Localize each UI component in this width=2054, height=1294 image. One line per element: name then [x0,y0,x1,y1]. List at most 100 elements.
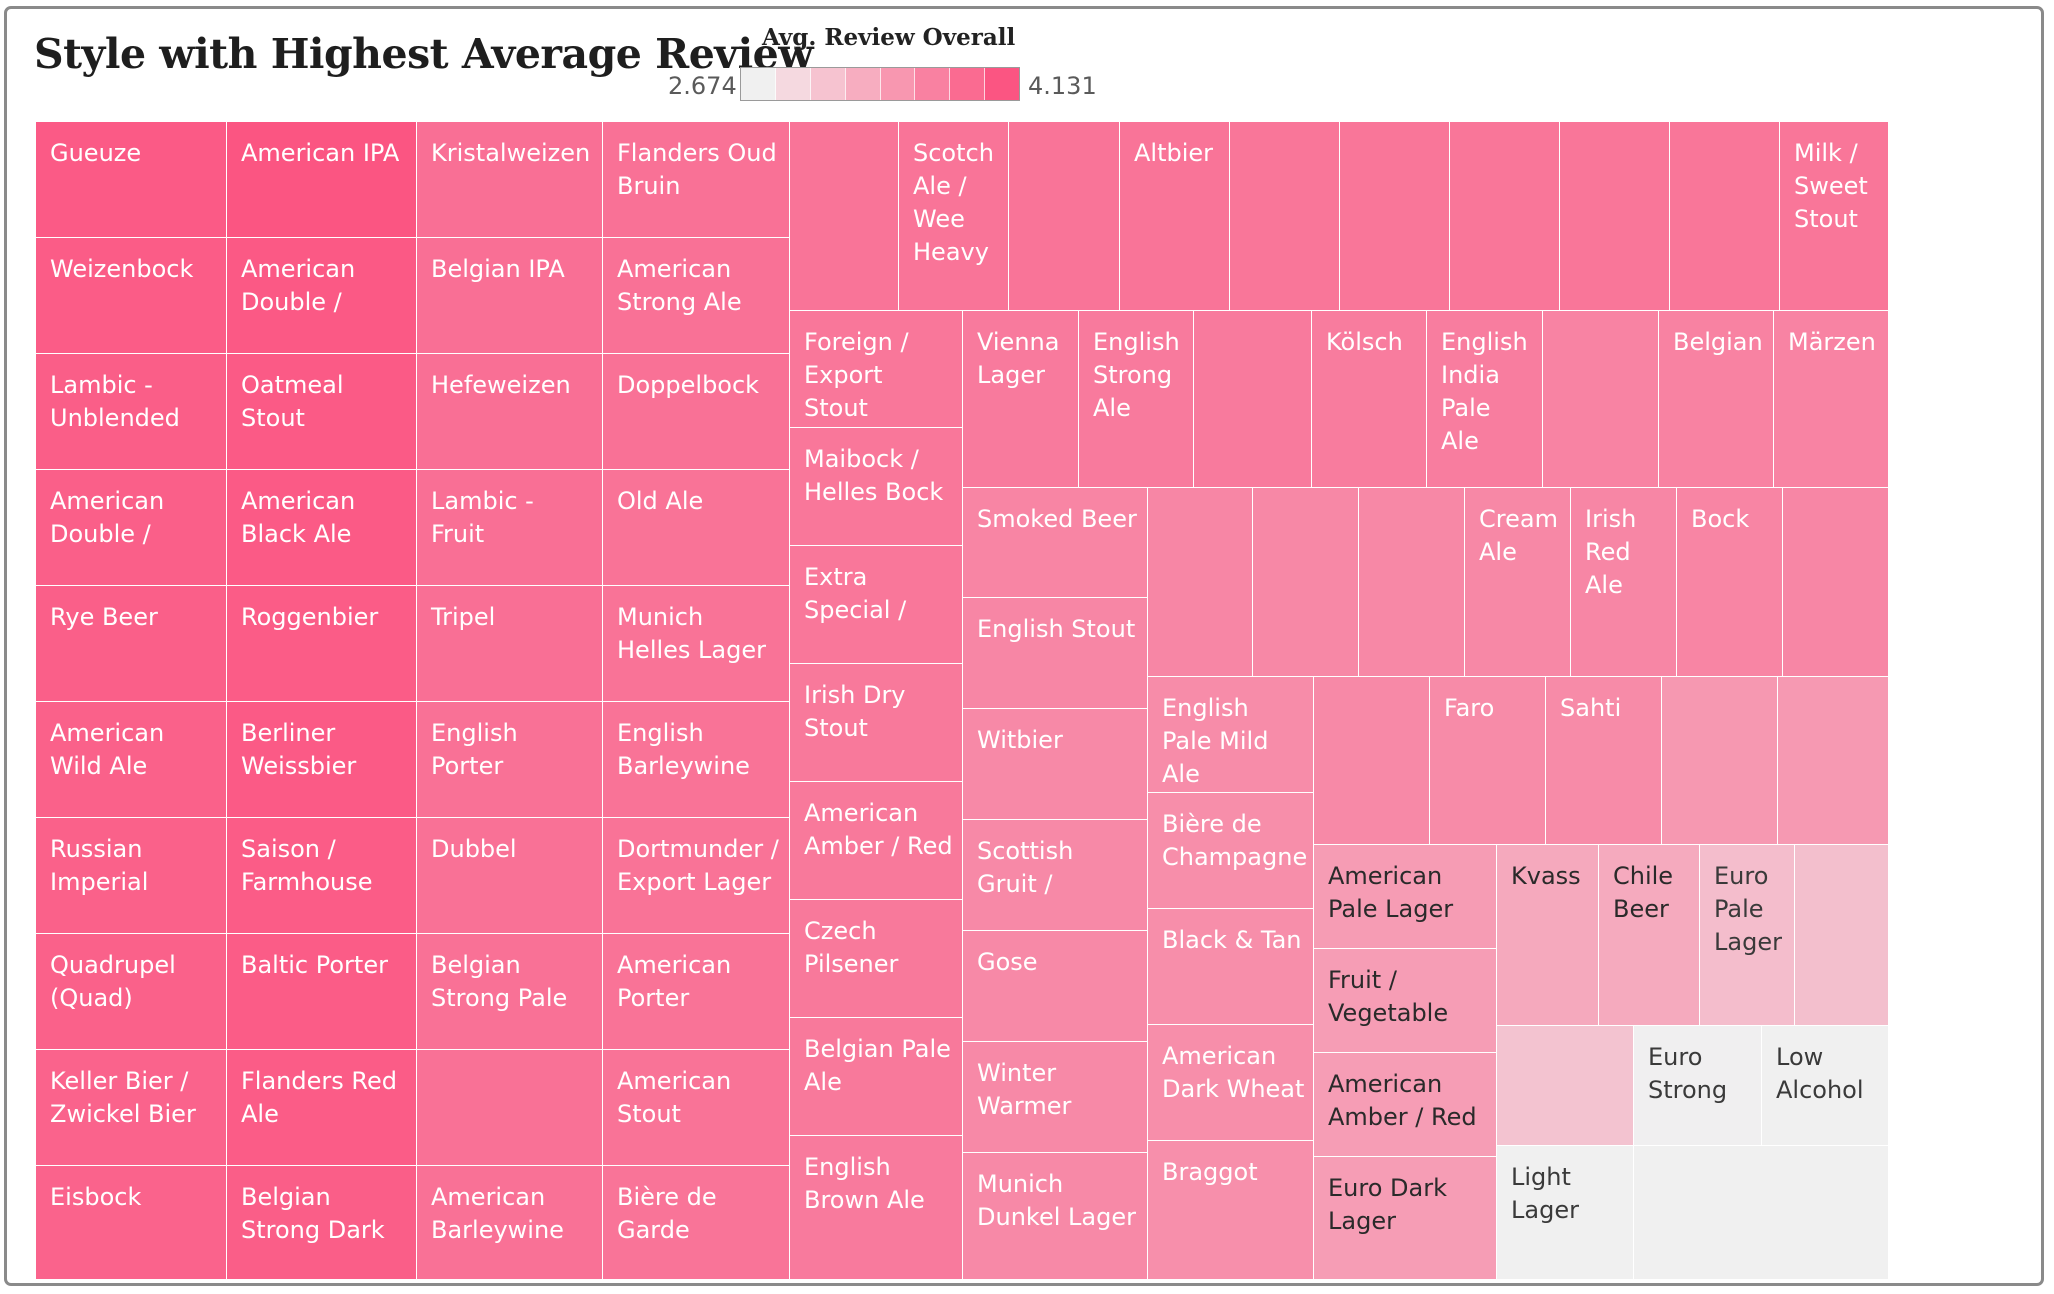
treemap-cell[interactable]: Euro Dark Lager [1314,1157,1497,1280]
treemap-cell[interactable]: English Strong Ale [1079,311,1194,488]
treemap-cell[interactable]: English India Pale Ale [1427,311,1543,488]
treemap-cell[interactable] [1009,122,1120,311]
treemap-cell[interactable]: Scotch Ale / Wee Heavy [899,122,1009,311]
treemap-cell[interactable]: Irish Dry Stout [790,664,963,782]
treemap-cell[interactable]: Light Lager [1497,1146,1634,1280]
treemap-cell[interactable]: Bière de Champagne [1148,793,1314,909]
treemap-cell[interactable]: Kölsch [1312,311,1427,488]
treemap-cell[interactable]: Munich Helles Lager [603,586,790,702]
treemap-cell[interactable]: Hefeweizen [417,354,603,470]
treemap-cell[interactable]: American Amber / Red [790,782,963,900]
treemap-cell[interactable]: Euro Strong [1634,1026,1762,1146]
treemap-cell[interactable]: Black & Tan [1148,909,1314,1025]
treemap-cell[interactable]: Dubbel [417,818,603,934]
treemap-cell[interactable]: American IPA [227,122,417,238]
treemap-cell[interactable]: Keller Bier / Zwickel Bier [36,1050,227,1166]
treemap-cell[interactable] [1253,488,1359,677]
treemap-cell[interactable] [1314,677,1430,845]
treemap-cell[interactable]: Märzen [1774,311,1889,488]
treemap-cell[interactable]: Scottish Gruit / [963,820,1148,931]
treemap-cell[interactable]: Bock [1677,488,1783,677]
treemap-cell[interactable]: American Barleywine [417,1166,603,1280]
treemap-cell[interactable]: Euro Pale Lager [1700,845,1795,1026]
treemap-cell[interactable]: English Stout [963,598,1148,709]
treemap-cell[interactable] [1230,122,1340,311]
treemap-cell[interactable] [1194,311,1312,488]
treemap-cell[interactable]: Roggenbier [227,586,417,702]
treemap-cell[interactable]: Winter Warmer [963,1042,1148,1153]
treemap-cell[interactable]: English Barleywine [603,702,790,818]
treemap-cell[interactable] [1148,488,1253,677]
treemap-cell[interactable]: Belgian IPA [417,238,603,354]
treemap-cell[interactable]: Smoked Beer [963,488,1148,598]
treemap-cell[interactable] [1560,122,1670,311]
treemap-cell[interactable]: Bière de Garde [603,1166,790,1280]
treemap-cell[interactable]: American Amber / Red [1314,1053,1497,1157]
treemap-cell[interactable] [1662,677,1778,845]
treemap-cell[interactable]: Low Alcohol [1762,1026,1889,1146]
treemap-cell[interactable]: Baltic Porter [227,934,417,1050]
treemap-cell[interactable]: Kristalweizen [417,122,603,238]
treemap-cell[interactable]: Sahti [1546,677,1662,845]
treemap-cell[interactable] [1359,488,1465,677]
treemap-cell[interactable]: Eisbock [36,1166,227,1280]
treemap-cell[interactable]: Tripel [417,586,603,702]
treemap-cell[interactable] [1670,122,1780,311]
treemap-cell[interactable] [790,122,899,311]
treemap-cell[interactable] [417,1050,603,1166]
treemap-cell[interactable]: Milk / Sweet Stout [1780,122,1889,311]
treemap-cell[interactable]: English Porter [417,702,603,818]
treemap-cell[interactable]: Berliner Weissbier [227,702,417,818]
treemap-cell[interactable]: American Wild Ale [36,702,227,818]
treemap-cell[interactable] [1795,845,1889,1026]
treemap-cell[interactable]: Lambic - Unblended [36,354,227,470]
treemap-cell[interactable]: Quadrupel (Quad) [36,934,227,1050]
treemap-cell[interactable]: Chile Beer [1599,845,1700,1026]
treemap-cell[interactable]: Belgian Pale Ale [790,1018,963,1136]
treemap-cell[interactable]: American Double / [36,470,227,586]
treemap-cell[interactable]: Flanders Red Ale [227,1050,417,1166]
treemap-cell[interactable]: Saison / Farmhouse [227,818,417,934]
treemap-cell[interactable] [1783,488,1889,677]
treemap-cell[interactable]: Old Ale [603,470,790,586]
treemap-cell[interactable]: Altbier [1120,122,1230,311]
treemap-cell[interactable]: Kvass [1497,845,1599,1026]
treemap-cell[interactable]: American Porter [603,934,790,1050]
treemap-cell[interactable] [1340,122,1450,311]
treemap-cell[interactable]: Belgian Strong Dark [227,1166,417,1280]
treemap-cell[interactable]: Rye Beer [36,586,227,702]
treemap-cell[interactable]: Weizenbock [36,238,227,354]
treemap-cell[interactable]: English Pale Mild Ale [1148,677,1314,793]
treemap-cell[interactable]: Faro [1430,677,1546,845]
treemap-cell[interactable]: Gose [963,931,1148,1042]
treemap-cell[interactable]: Flanders Oud Bruin [603,122,790,238]
treemap-cell[interactable]: Czech Pilsener [790,900,963,1018]
treemap-cell[interactable]: Extra Special / [790,546,963,664]
treemap-cell[interactable] [1497,1026,1634,1146]
treemap-cell[interactable]: Gueuze [36,122,227,238]
treemap-cell[interactable] [1778,677,1889,845]
treemap-cell[interactable]: Lambic - Fruit [417,470,603,586]
treemap-cell[interactable]: English Brown Ale [790,1136,963,1280]
treemap-cell[interactable]: Doppelbock [603,354,790,470]
treemap-cell[interactable] [1450,122,1560,311]
treemap-cell[interactable]: Irish Red Ale [1571,488,1677,677]
treemap-cell[interactable]: Maibock / Helles Bock [790,428,963,546]
treemap-cell[interactable]: Belgian Strong Pale [417,934,603,1050]
treemap-cell[interactable]: American Stout [603,1050,790,1166]
treemap-cell[interactable]: Belgian [1659,311,1774,488]
treemap-cell[interactable]: Foreign / Export Stout [790,311,963,428]
treemap-cell[interactable]: Dortmunder / Export Lager [603,818,790,934]
treemap-cell[interactable]: Munich Dunkel Lager [963,1153,1148,1280]
treemap-cell[interactable] [1543,311,1659,488]
treemap-cell[interactable]: Fruit / Vegetable [1314,949,1497,1053]
treemap-cell[interactable]: American Strong Ale [603,238,790,354]
treemap-cell[interactable]: American Black Ale [227,470,417,586]
treemap-cell[interactable]: Braggot [1148,1141,1314,1280]
treemap-cell[interactable]: Oatmeal Stout [227,354,417,470]
treemap-cell[interactable]: American Double / [227,238,417,354]
treemap-cell[interactable] [1634,1146,1889,1280]
treemap-cell[interactable]: Witbier [963,709,1148,820]
treemap-cell[interactable]: American Pale Lager [1314,845,1497,949]
treemap-cell[interactable]: Vienna Lager [963,311,1079,488]
